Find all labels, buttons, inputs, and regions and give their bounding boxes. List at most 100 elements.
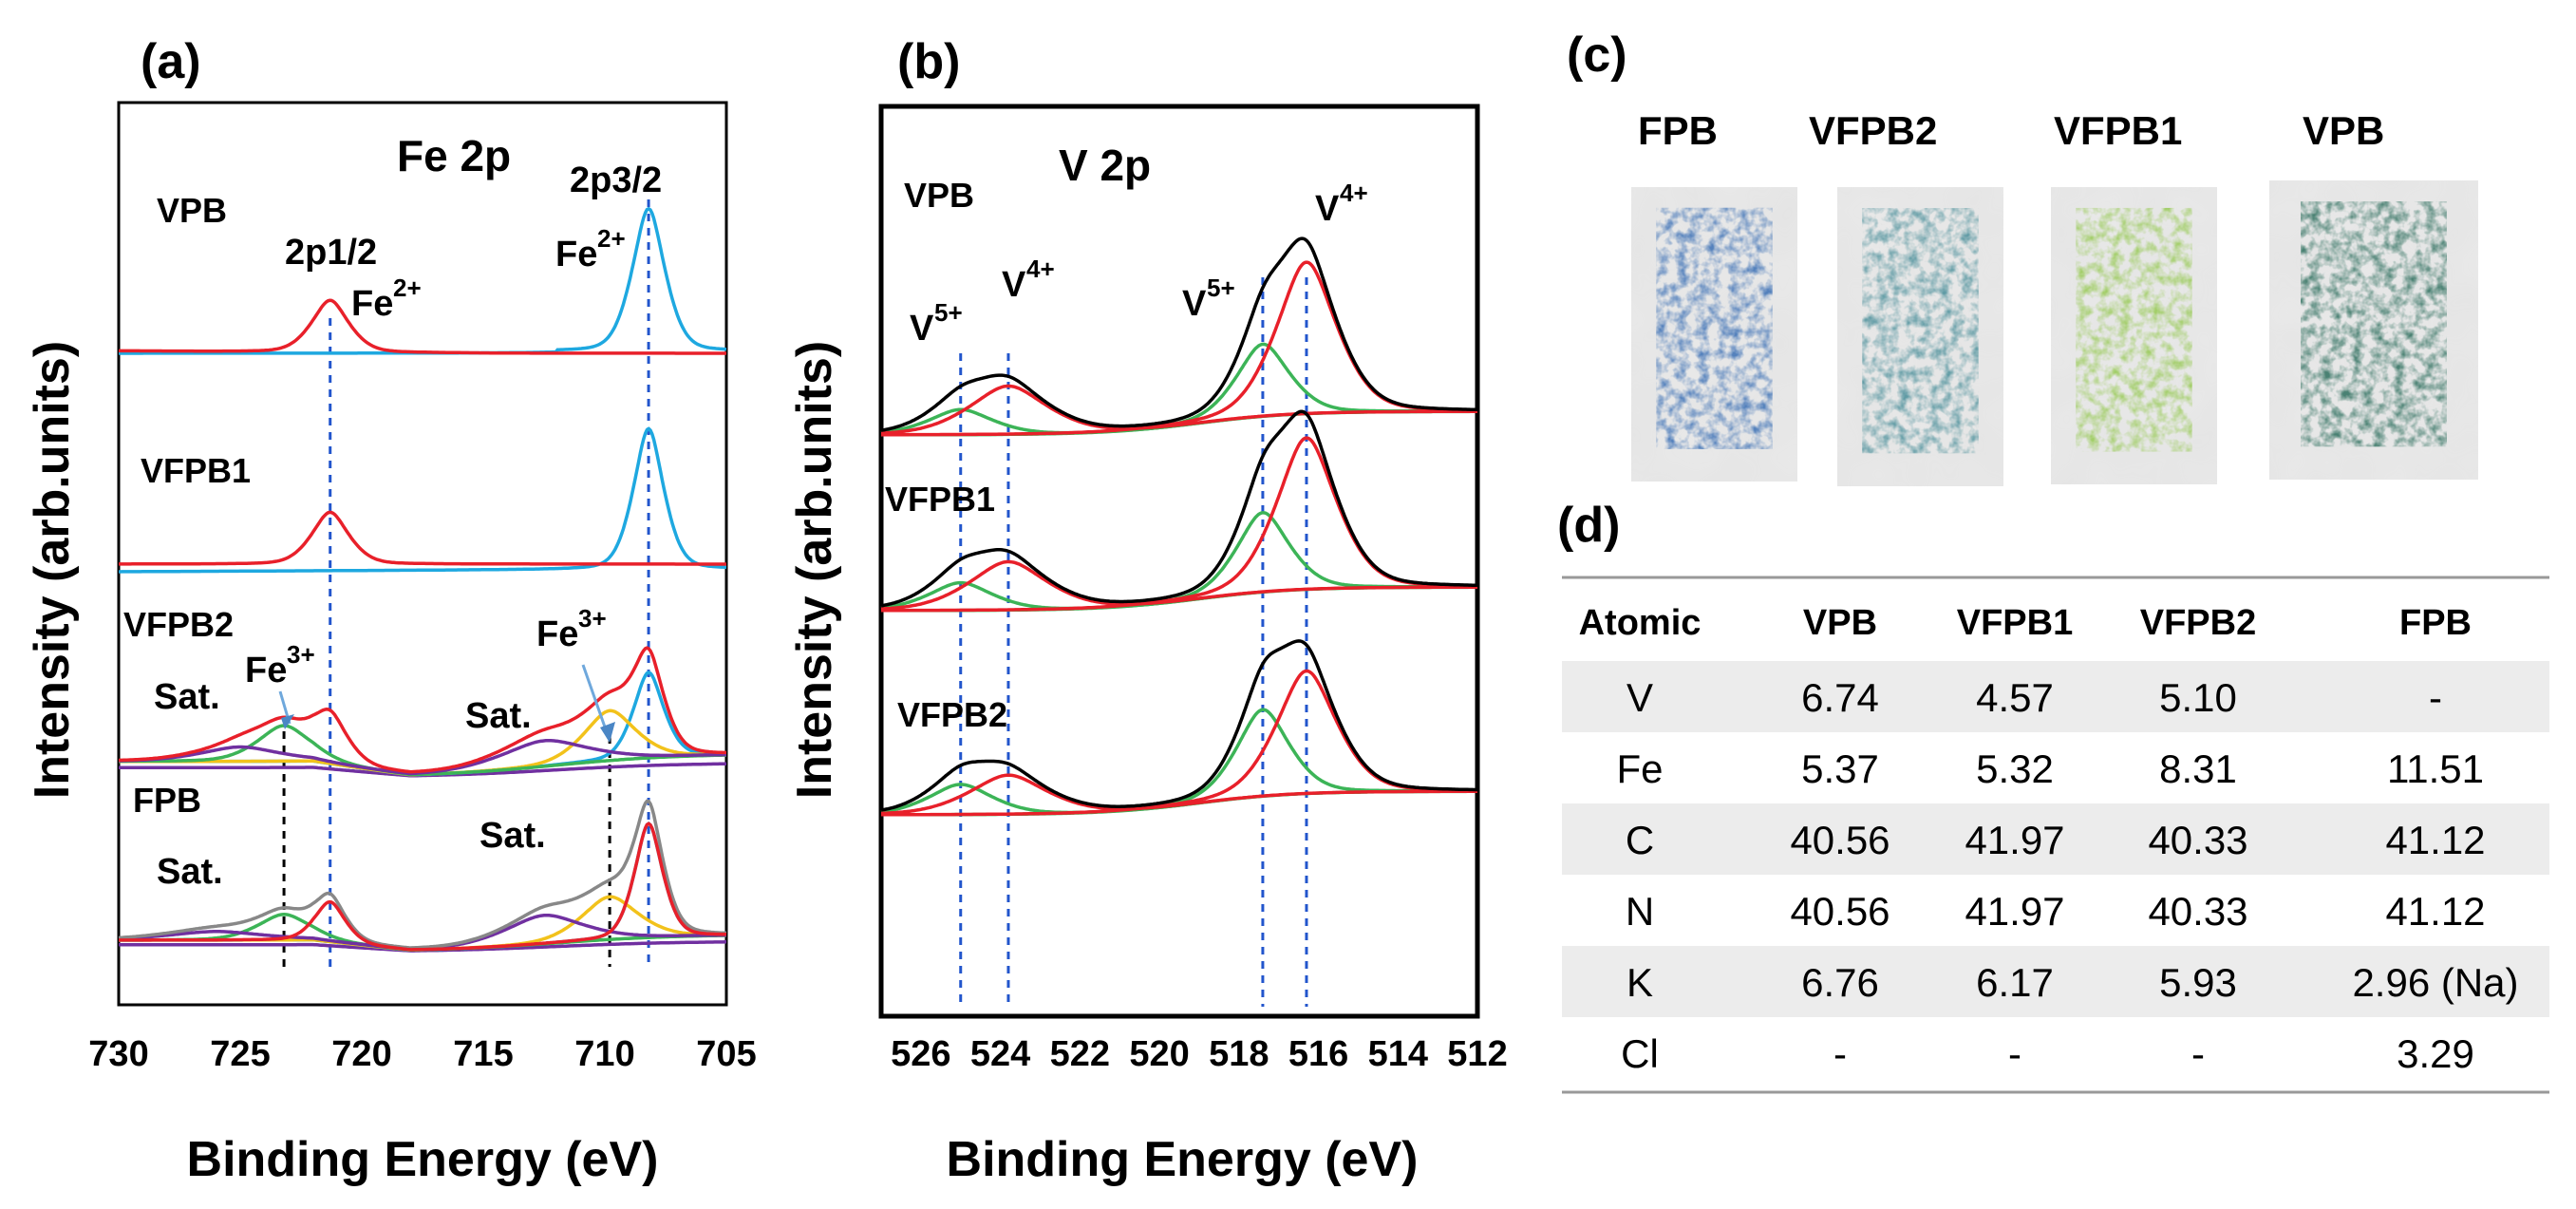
table-row: Cl - - - 3.29: [1621, 1031, 2474, 1076]
annotation-2p1-2: 2p1/2: [285, 233, 377, 273]
annotation-sat-vfpb2-2p12: Sat.: [154, 677, 220, 717]
annotation-v5-2p12: V 5+: [910, 298, 963, 349]
panel-a-curves: [118, 206, 727, 953]
table-cell: Cl: [1621, 1031, 1659, 1076]
annotation-v4-2p12-sup: 4+: [1026, 255, 1055, 283]
table-row-shade: [1562, 661, 2549, 732]
annotation-fe3-2p32-sup: 3+: [578, 604, 607, 633]
fe-vpb-envelope: [118, 298, 726, 355]
panel-b-tick-label: 516: [1288, 1034, 1348, 1074]
fe-fpb-fe2-p12: [119, 822, 727, 952]
annotation-fe3-2p12-label: Fe: [245, 651, 287, 690]
panel-b-label: (b): [897, 34, 960, 89]
table-header-vfpb2: VFPB2: [2140, 603, 2256, 643]
panel-d-table: (d) Atomic VPB VFPB1 VFPB2 FPB V 6.74 4.57 5.10 -…: [1557, 498, 2549, 1094]
panel-a-x-ticks: 730 725 720 715 710 705: [88, 1034, 756, 1074]
panel-a-frame: [117, 101, 728, 1007]
panel-a-x-axis-title: Binding Energy (eV): [187, 1132, 659, 1187]
panel-b-y-axis-title: Intensity (arb.units): [787, 341, 842, 799]
annotation-2p3-2: 2p3/2: [570, 161, 662, 200]
table-cell: N: [1626, 889, 1654, 934]
annotation-v5-2p12-label: V: [910, 309, 934, 349]
annotation-fe2-2p32-sup: 2+: [597, 224, 626, 253]
panel-b-tick-label: 512: [1447, 1034, 1507, 1074]
photo-row: FPB VFPB2 VFPB1 VPB: [1631, 108, 2478, 486]
table-cell: 5.32: [1976, 746, 2054, 791]
arrow-head-fe3-2p32: [600, 722, 615, 743]
table-cell: 6.74: [1801, 675, 1879, 720]
panel-b-tick-label: 524: [970, 1034, 1030, 1074]
table-cell: 4.57: [1976, 675, 2054, 720]
panel-b-v2p: (b) V 2p 526 524 522 520 518 516 514 512 Bindin…: [787, 34, 1508, 1187]
fe-vfpb1-2p32-fit: [119, 426, 727, 574]
panel-a-tick-label: 725: [210, 1034, 270, 1074]
fe-fpb-raw: [118, 799, 727, 950]
table-header-vfpb1: VFPB1: [1957, 603, 2073, 643]
v-vfpb2-v4-p12: [881, 773, 1477, 816]
annotation-fe3-2p12-sup: 3+: [287, 640, 315, 669]
table-cell: 3.29: [2397, 1031, 2474, 1076]
panel-a-sample-fpb: FPB: [133, 781, 201, 820]
table-header-vpb: VPB: [1803, 603, 1877, 643]
panel-a-guide-lines: [282, 199, 650, 967]
annotation-v4-2p12: V 4+: [1002, 255, 1055, 305]
annotation-sat-fpb-2p12: Sat.: [157, 852, 223, 892]
panel-d-label: (d): [1557, 498, 1620, 553]
panel-b-x-ticks: 526 524 522 520 518 516 514 512: [891, 1034, 1508, 1074]
v-vpb-v4-p32: [881, 260, 1477, 437]
panel-a-tick-label: 715: [453, 1034, 513, 1074]
annotation-v5-2p32-label: V: [1182, 284, 1207, 324]
v-vfpb2-envelope: [880, 639, 1477, 812]
table-cell: 41.97: [1965, 889, 2064, 934]
table-row: C 40.56 41.97 40.33 41.12: [1626, 818, 2486, 862]
annotation-fe3-2p12: Fe 3+: [245, 640, 315, 690]
panel-a-tick-label: 710: [574, 1034, 634, 1074]
v-vpb-v4-p12: [880, 384, 1477, 435]
panel-b-guide-lines: [959, 277, 1308, 1007]
v-vpb-envelope: [880, 236, 1477, 432]
panel-a-label: (a): [141, 34, 201, 89]
annotation-sat-fpb-2p32: Sat.: [479, 816, 546, 856]
annotation-v4-2p32-sup: 4+: [1340, 179, 1368, 207]
table-row: Fe 5.37 5.32 8.31 11.51: [1616, 746, 2484, 791]
annotation-fe2-2p12-label: Fe: [351, 284, 393, 324]
annotation-v5-2p32: V 5+: [1182, 274, 1235, 324]
table-cell: 5.10: [2159, 675, 2237, 720]
photo-label-fpb: FPB: [1638, 108, 1718, 153]
table-cell: 40.33: [2148, 889, 2247, 934]
table-cell: -: [2429, 675, 2442, 720]
annotation-v5-2p32-sup: 5+: [1207, 274, 1235, 302]
table-cell: 8.31: [2159, 746, 2237, 791]
panel-b-sample-vpb: VPB: [904, 176, 974, 215]
arrow-fe3-2p32: [581, 664, 610, 736]
panel-b-x-axis-title: Binding Energy (eV): [947, 1132, 1419, 1187]
panel-a-y-axis-title: Intensity (arb.units): [25, 341, 80, 799]
annotation-v4-2p12-label: V: [1002, 265, 1026, 305]
table-cell: Fe: [1616, 746, 1663, 791]
table-cell: 5.93: [2159, 960, 2237, 1005]
table-header-fpb: FPB: [2399, 603, 2472, 643]
table-row: V 6.74 4.57 5.10 -: [1626, 675, 2442, 720]
table-cell: 11.51: [2387, 746, 2484, 791]
table-cell: -: [1833, 1031, 1847, 1076]
panel-b-sample-vfpb1: VFPB1: [885, 480, 995, 519]
table-cell: -: [2191, 1031, 2205, 1076]
panel-b-frame: [878, 104, 1480, 1019]
composition-table: Atomic VPB VFPB1 VFPB2 FPB V 6.74 4.57 5.10 - Fe 5.…: [1562, 576, 2549, 1094]
panel-b-title: V 2p: [1059, 141, 1151, 190]
table-cell: 40.56: [1790, 889, 1890, 934]
panel-b-tick-label: 522: [1050, 1034, 1110, 1074]
photo-label-vpb: VPB: [2303, 108, 2384, 153]
panel-b-tick-label: 526: [891, 1034, 950, 1074]
annotation-fe2-2p12: Fe 2+: [351, 274, 422, 324]
panel-b-tick-label: 514: [1368, 1034, 1428, 1074]
annotation-sat-vfpb2-2p32: Sat.: [465, 696, 532, 736]
annotation-fe2-2p12-sup: 2+: [393, 274, 422, 302]
table-cell: V: [1626, 675, 1653, 720]
arrow-head-fe3-2p12: [281, 714, 294, 729]
table-cell: C: [1626, 818, 1654, 862]
table-cell: 6.17: [1976, 960, 2054, 1005]
panel-a-tick-label: 730: [88, 1034, 148, 1074]
v-vfpb1-envelope: [880, 409, 1478, 608]
table-row-shade: [1562, 803, 2549, 875]
